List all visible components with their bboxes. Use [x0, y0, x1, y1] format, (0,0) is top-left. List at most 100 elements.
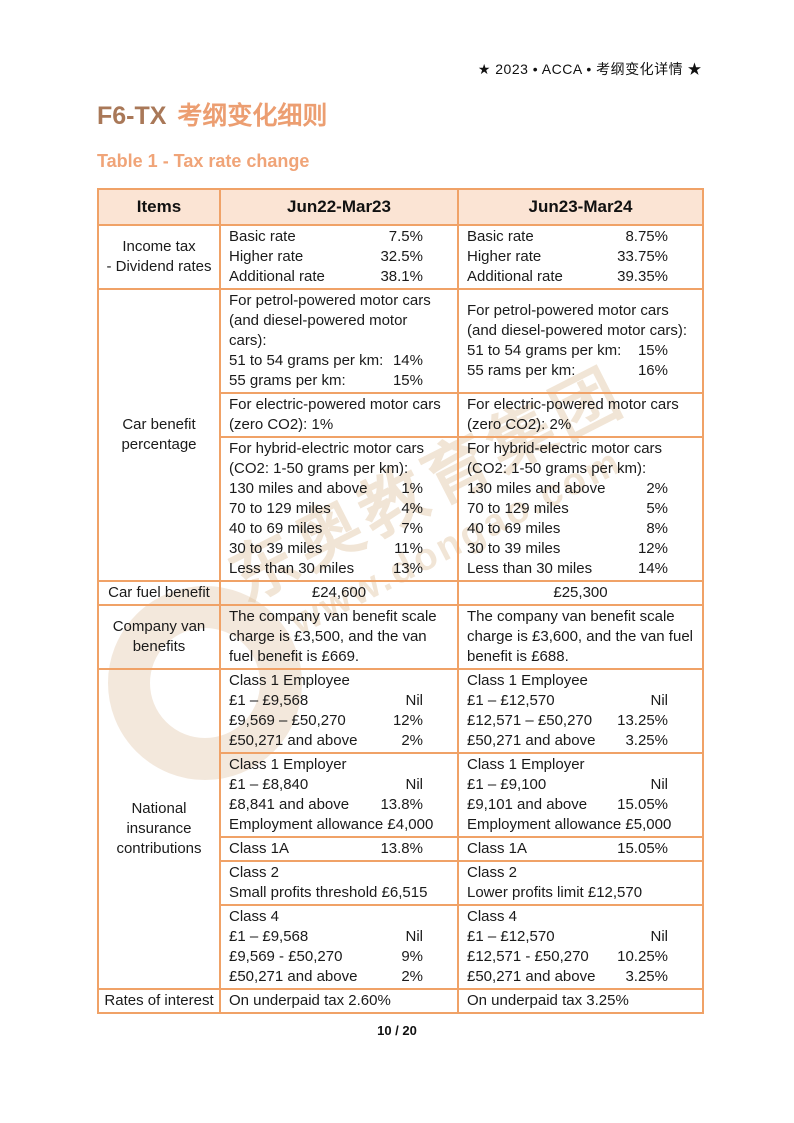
- page-title-code: F6-TX: [97, 102, 167, 130]
- cell-label: £12,571 – £50,270: [467, 712, 593, 729]
- cell-label: £1 – £8,840: [229, 776, 309, 793]
- cell-line: £50,271 and above 2%: [229, 967, 449, 987]
- item-label: - Dividend rates: [106, 258, 212, 275]
- table-header-row: Items Jun22-Mar23 Jun23-Mar24: [97, 188, 704, 226]
- cell-line: £50,271 and above 2%: [229, 731, 449, 751]
- table-title: Table 1 - Tax rate change: [97, 151, 310, 171]
- cell-label: £50,271 and above: [229, 968, 358, 985]
- period-cell-jun22-mar23: Class 1 Employer £1 – £8,840 Nil £8,841 and…: [219, 752, 459, 838]
- cell-value: 14%: [392, 352, 423, 369]
- cell-value: 3.25%: [625, 732, 668, 749]
- cell-value: 13.8%: [380, 796, 423, 813]
- cell-label: £1 – £9,568: [229, 928, 309, 945]
- item-label: insurance: [126, 820, 192, 837]
- table-row: Class 1A 13.8% Class 1A 15.05%: [98, 836, 704, 862]
- cell-value: 15%: [637, 342, 668, 359]
- cell-label: 40 to 69 miles: [467, 520, 561, 537]
- cell-label: £9,569 – £50,270: [229, 712, 346, 729]
- cell-text: Class 1 Employer: [467, 756, 585, 773]
- table-row: Class 2 Small profits threshold £6,515 Cla…: [98, 860, 704, 906]
- cell-label: Additional rate: [229, 268, 325, 285]
- cell-line: £1 – £12,570 Nil: [467, 927, 694, 947]
- item-label: percentage: [121, 436, 197, 453]
- cell-label: 40 to 69 miles: [229, 520, 323, 537]
- cell-value: 13.25%: [617, 712, 668, 729]
- cell-text: Class 1 Employee: [467, 672, 588, 689]
- cell-value: 8.75%: [625, 228, 668, 245]
- page-title-cn: 考纲变化细则: [177, 102, 328, 130]
- period-cell-jun23-mar24: On underpaid tax 3.25%: [457, 988, 704, 1014]
- item-label: Car fuel benefit: [108, 584, 210, 601]
- cell-text: Class 2: [229, 864, 280, 881]
- cell-value: 39.35%: [617, 268, 668, 285]
- cell-text: £25,300: [553, 584, 608, 601]
- cell-label: £9,569 - £50,270: [229, 948, 343, 965]
- cell-line: Additional rate 38.1%: [229, 267, 449, 287]
- period-cell-jun22-mar23: For hybrid-electric motor cars (CO2: 1-5…: [219, 436, 459, 582]
- cell-line: Basic rate 7.5%: [229, 227, 449, 247]
- cell-value: 8%: [646, 520, 668, 537]
- item-cell: Rates of interest: [97, 988, 221, 1014]
- cell-line: Less than 30 miles 13%: [229, 559, 449, 579]
- cell-line: £9,569 – £50,270 12%: [229, 711, 449, 731]
- period-cell-jun22-mar23: Class 4 £1 – £9,568 Nil £9,569 - £50,270 9% £…: [219, 904, 459, 990]
- cell-text: Class 2: [467, 864, 518, 881]
- cell-value: 32.5%: [380, 248, 423, 265]
- item-cell: Car benefit percentage: [97, 288, 221, 582]
- cell-line: 30 to 39 miles 11%: [229, 539, 449, 559]
- cell-label: Basic rate: [229, 228, 296, 245]
- period-cell-jun23-mar24: Basic rate 8.75% Higher rate 33.75% Addition…: [457, 224, 704, 290]
- cell-line: £50,271 and above 3.25%: [467, 967, 694, 987]
- cell-line: £9,569 - £50,270 9%: [229, 947, 449, 967]
- period-cell-jun22-mar23: For petrol-powered motor cars (and diese…: [219, 288, 459, 394]
- item-label: Income tax: [122, 238, 196, 255]
- cell-value: 12%: [637, 540, 668, 557]
- cell-text: For petrol-powered motor cars (and diese…: [229, 292, 431, 349]
- cell-label: 70 to 129 miles: [229, 500, 331, 517]
- cell-value: 15%: [392, 372, 423, 389]
- cell-text: £24,600: [311, 584, 367, 601]
- cell-label: £1 – £12,570: [467, 692, 555, 709]
- page-number: 10 / 20: [377, 1023, 417, 1038]
- item-cell: Car fuel benefit: [97, 580, 221, 606]
- period-cell-jun23-mar24: Class 4 £1 – £12,570 Nil £12,571 - £50,270 1…: [457, 904, 704, 990]
- cell-value: 15.05%: [617, 840, 668, 857]
- cell-value: 7%: [401, 520, 423, 537]
- table-row: Class 1 Employer £1 – £8,840 Nil £8,841 and…: [98, 752, 704, 838]
- cell-line: Additional rate 39.35%: [467, 267, 694, 287]
- cell-label: £12,571 - £50,270: [467, 948, 589, 965]
- cell-label: £50,271 and above: [229, 732, 358, 749]
- cell-value: 16%: [637, 362, 668, 379]
- cell-text: Employment allowance £5,000: [467, 816, 672, 833]
- cell-label: Class 1A: [467, 840, 528, 857]
- cell-value: Nil: [405, 776, 424, 793]
- cell-line: Higher rate 32.5%: [229, 247, 449, 267]
- cell-label: £1 – £12,570: [467, 928, 555, 945]
- cell-value: 14%: [637, 560, 668, 577]
- table-body: Income tax - Dividend rates Basic rate 7.5%…: [97, 224, 704, 1014]
- cell-line: 51 to 54 grams per km: 14%: [229, 351, 449, 371]
- cell-text: Class 1 Employee: [229, 672, 350, 689]
- cell-text: The company van benefit scale charge is …: [229, 608, 437, 665]
- period-cell-jun23-mar24: The company van benefit scale charge is …: [457, 604, 704, 670]
- cell-line: £9,101 and above 15.05%: [467, 795, 694, 815]
- table-row: For hybrid-electric motor cars (CO2: 1-5…: [98, 436, 704, 582]
- item-label: benefits: [132, 638, 186, 655]
- item-cell: National insurance contributions: [97, 668, 221, 990]
- cell-label: Higher rate: [229, 248, 304, 265]
- cell-text: Class 1 Employer: [229, 756, 347, 773]
- cell-label: £1 – £9,568: [229, 692, 309, 709]
- table-row: Car benefit percentage For petrol-powered …: [97, 288, 704, 582]
- cell-line: 130 miles and above 1%: [229, 479, 449, 499]
- cell-line: Higher rate 33.75%: [467, 247, 694, 267]
- table-row: Car fuel benefit £24,600 £25,300: [97, 580, 704, 606]
- cell-label: £9,101 and above: [467, 796, 588, 813]
- cell-value: 38.1%: [380, 268, 423, 285]
- cell-label: 70 to 129 miles: [467, 500, 569, 517]
- cell-value: Nil: [405, 692, 424, 709]
- cell-line: Class 1A 13.8%: [229, 839, 449, 859]
- cell-text: The company van benefit scale charge is …: [467, 608, 693, 665]
- cell-text: Employment allowance £4,000: [229, 816, 434, 833]
- cell-label: Higher rate: [467, 248, 542, 265]
- cell-label: 55 rams per km:: [467, 362, 576, 379]
